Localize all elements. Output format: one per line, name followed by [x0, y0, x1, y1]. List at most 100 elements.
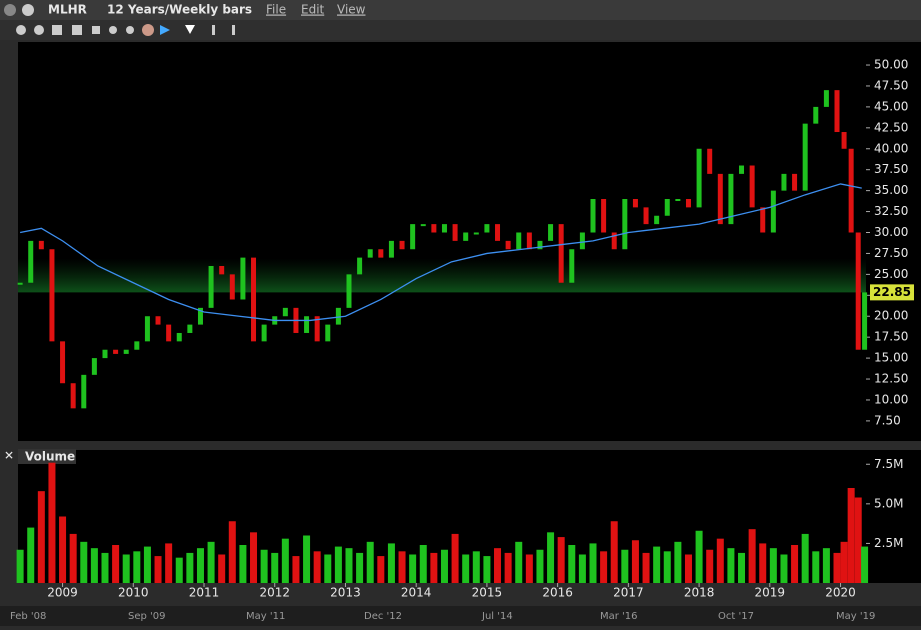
price-bar [760, 207, 766, 233]
price-bar [346, 274, 352, 308]
volume-bar [59, 516, 67, 583]
menu-item[interactable]: View [337, 3, 366, 17]
volume-bar [419, 545, 427, 583]
price-axis [866, 42, 921, 441]
price-bar [664, 199, 670, 216]
y-tick-label: 25.00 [874, 267, 908, 281]
volume-bar [387, 543, 395, 583]
navigator-label: Dec '12 [364, 611, 402, 622]
price-bar [601, 199, 607, 233]
navigator-label: May '19 [836, 611, 875, 622]
price-bar [569, 249, 575, 283]
price-bar [431, 224, 437, 233]
volume-bar [674, 541, 682, 583]
volume-bar [281, 538, 289, 583]
volume-bar [250, 532, 258, 583]
close-pane[interactable]: ✕ [4, 449, 14, 463]
x-tick-label: 2011 [189, 586, 220, 600]
last-price: 22.85 [870, 284, 914, 301]
price-bar [654, 215, 660, 225]
price-bar [420, 224, 426, 227]
navigator-label: Mar '16 [600, 611, 638, 622]
price-bar [862, 292, 868, 350]
volume-bar [706, 549, 714, 583]
price-bar [229, 274, 235, 300]
symbol[interactable]: MLHR [48, 3, 87, 17]
volume-bar [440, 549, 448, 583]
price-bar [357, 257, 363, 275]
y-tick-label: 40.00 [874, 141, 908, 155]
x-tick-label: 2013 [330, 586, 361, 600]
toolbar-icons[interactable] [16, 24, 235, 36]
volume-bar [557, 537, 565, 583]
price-bar [473, 232, 479, 235]
volume-bar [218, 554, 226, 583]
x-tick-label: 2020 [825, 586, 856, 600]
price-bar [144, 316, 150, 342]
volume-tab [18, 449, 76, 464]
volume-bar [653, 546, 661, 583]
price-bar [155, 316, 161, 325]
volume-bar [239, 545, 247, 583]
price-bar [632, 199, 638, 208]
price-bar [325, 324, 331, 342]
y-tick-label: 17.50 [874, 330, 908, 344]
price-bar [579, 232, 585, 250]
price-bar [516, 232, 522, 250]
moving-average [19, 183, 862, 322]
price-bar [282, 307, 288, 317]
volume-bar [840, 541, 848, 583]
volume-bar [801, 533, 809, 583]
volume-bar [16, 549, 24, 583]
y-tick-label: 12.50 [874, 372, 908, 386]
price-bar [240, 257, 246, 300]
price-bar [770, 190, 776, 233]
add-button[interactable] [22, 4, 34, 16]
volume-bar [822, 548, 830, 583]
volume-bar [748, 529, 756, 583]
y-tick-label: 42.50 [874, 120, 908, 134]
volume-bar [324, 554, 332, 583]
volume-bar [451, 533, 459, 583]
price-bar [304, 316, 310, 333]
volume-bar [536, 549, 544, 583]
price-bar [166, 324, 172, 342]
navigator[interactable] [0, 606, 921, 626]
volume-bar [69, 533, 77, 583]
price-bar [134, 341, 140, 350]
navigator-label: Oct '17 [718, 611, 754, 622]
volume-bar [833, 552, 841, 583]
price-bar [792, 173, 798, 191]
x-tick-label: 2014 [401, 586, 432, 600]
price-bar [537, 240, 543, 250]
timeframe[interactable]: 12 Years/Weekly bars [107, 3, 252, 17]
volume-bar [738, 552, 746, 583]
y-tick-label: 35.00 [874, 183, 908, 197]
menu-item[interactable]: Edit [301, 3, 325, 17]
price-bar [378, 249, 384, 258]
volume-bar [621, 549, 629, 583]
x-tick-label: 2017 [613, 586, 644, 600]
volume-bar [600, 551, 608, 583]
volume-bar [547, 532, 555, 583]
y-tick-label: 50.00 [874, 58, 908, 72]
window-button[interactable] [4, 4, 16, 16]
price-bar [70, 383, 76, 409]
price-bar [452, 224, 458, 241]
price-bar [749, 165, 755, 208]
price-bar [558, 224, 564, 283]
price-bar [399, 240, 405, 250]
x-tick-label: 2010 [118, 586, 149, 600]
volume-bar [271, 552, 279, 583]
price-bar [781, 173, 787, 191]
volume-bar [48, 462, 56, 583]
volume-bar [861, 546, 869, 583]
price-bar [367, 249, 373, 258]
price-bar [91, 358, 97, 375]
volume-bar [334, 546, 342, 583]
menu-item[interactable]: File [266, 3, 286, 17]
volume-bar [398, 551, 406, 583]
volume-bar [663, 551, 671, 583]
price-bar [622, 199, 628, 250]
volume-bar [37, 491, 45, 583]
